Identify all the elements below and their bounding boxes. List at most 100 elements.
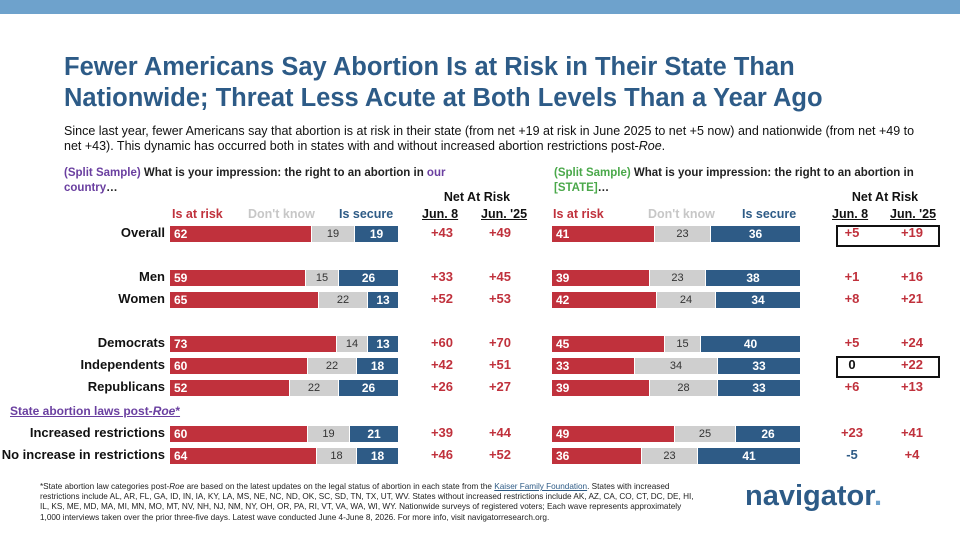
row-label: Independents [80, 357, 165, 372]
footnote-part-c: . States with increased restrictions inc… [40, 482, 694, 522]
right-net-value: +19 [900, 225, 924, 240]
left-bar-dont-know: 18 [316, 448, 357, 464]
highlight-box-independents [836, 356, 940, 378]
left-bar-dont-know: 14 [336, 336, 368, 352]
right-question-tag: (Split Sample) [554, 167, 631, 179]
right-net-header: Net At Risk [851, 190, 919, 204]
left-bar-at-risk: 62 [170, 226, 311, 242]
right-question-end: … [597, 182, 610, 194]
left-question-tag: (Split Sample) [64, 167, 141, 179]
right-col-risk: Is at risk [553, 207, 604, 221]
left-net-col-2: Jun. '25 [481, 207, 528, 221]
subtitle-text: Since last year, fewer Americans say tha… [64, 124, 915, 153]
left-net-value: +49 [488, 225, 512, 240]
right-bar-dont-know: 28 [649, 380, 718, 396]
right-bar-at-risk: 33 [552, 358, 634, 374]
footnote: *State abortion law categories post-Roe … [40, 482, 700, 523]
right-net-value: +23 [840, 425, 864, 440]
subtitle-roe: Roe [638, 139, 662, 153]
right-net-value: +13 [900, 379, 924, 394]
right-net-value: +22 [900, 357, 924, 372]
slide-subtitle: Since last year, fewer Americans say tha… [64, 124, 934, 154]
left-bar-secure: 13 [368, 292, 398, 308]
left-bar-dont-know: 19 [311, 226, 355, 242]
right-bar-at-risk: 39 [552, 270, 649, 286]
right-bar-dont-know: 23 [654, 226, 711, 242]
left-net-value: +44 [488, 425, 512, 440]
right-net-value: +24 [900, 335, 924, 350]
right-bar-secure: 36 [711, 226, 800, 242]
left-question: (Split Sample) What is your impression: … [64, 166, 484, 196]
right-bar-at-risk: 41 [552, 226, 654, 242]
right-net-value: +5 [844, 335, 860, 350]
left-net-value: +39 [430, 425, 454, 440]
footnote-kff-link[interactable]: Kaiser Family Foundation [494, 482, 588, 491]
left-bar-secure: 18 [357, 358, 398, 374]
left-bar-secure: 19 [355, 226, 398, 242]
row-label: Overall [120, 225, 165, 240]
section-label-roe: Roe [152, 404, 176, 418]
left-bar-at-risk: 64 [170, 448, 316, 464]
left-bar-secure: 26 [339, 380, 398, 396]
section-label-end: * [175, 404, 181, 418]
right-bar-secure: 40 [701, 336, 800, 352]
row-label: Increased restrictions [29, 425, 165, 440]
right-bar-dont-know: 15 [664, 336, 701, 352]
row-label: Women [118, 291, 165, 306]
right-col-secure: Is secure [742, 207, 797, 221]
left-question-highlight: our country [64, 167, 446, 194]
right-net-col-2: Jun. '25 [890, 207, 937, 221]
right-bar-secure: 34 [716, 292, 800, 308]
left-bar-dont-know: 22 [289, 380, 339, 396]
row-label: Men [139, 269, 165, 284]
slide-title: Fewer Americans Say Abortion Is at Risk … [64, 53, 823, 112]
right-col-dk: Don't know [648, 207, 715, 221]
left-bar-at-risk: 52 [170, 380, 289, 396]
footnote-part-b: are based on the latest updates on the l… [184, 482, 495, 491]
left-net-value: +27 [488, 379, 512, 394]
left-bar-secure: 13 [368, 336, 398, 352]
left-net-value: +60 [430, 335, 454, 350]
right-net-value: +21 [900, 291, 924, 306]
section-label-state-laws: State abortion laws post-Roe* [10, 404, 180, 418]
right-bar-secure: 38 [706, 270, 800, 286]
right-net-value: +41 [900, 425, 924, 440]
right-bar-dont-know: 23 [649, 270, 706, 286]
right-bar-dont-know: 23 [641, 448, 698, 464]
right-net-value: +5 [844, 225, 860, 240]
left-net-value: +42 [430, 357, 454, 372]
left-net-value: +51 [488, 357, 512, 372]
right-net-value: -5 [846, 447, 858, 462]
right-bar-at-risk: 45 [552, 336, 664, 352]
top-accent-bar [0, 0, 960, 14]
right-bar-secure: 41 [698, 448, 800, 464]
right-net-col-1: Jun. 8 [832, 207, 869, 221]
right-net-value: +6 [844, 379, 860, 394]
right-bar-secure: 33 [718, 380, 800, 396]
left-bar-at-risk: 60 [170, 426, 307, 442]
right-bar-dont-know: 34 [634, 358, 718, 374]
right-question: (Split Sample) What is your impression: … [554, 166, 934, 196]
right-net-value: 0 [848, 357, 856, 372]
left-bar-dont-know: 22 [307, 358, 357, 374]
highlight-box-overall [836, 225, 940, 247]
row-label: No increase in restrictions [1, 447, 165, 462]
left-bar-at-risk: 60 [170, 358, 307, 374]
left-question-end: … [106, 182, 118, 194]
left-net-value: +33 [430, 269, 454, 284]
subtitle-end: . [661, 139, 666, 153]
left-net-value: +70 [488, 335, 512, 350]
left-bar-secure: 18 [357, 448, 398, 464]
right-question-text: What is your impression: the right to an… [630, 167, 914, 179]
right-question-highlight: [STATE] [554, 182, 598, 194]
left-net-value: +26 [430, 379, 454, 394]
right-bar-dont-know: 25 [674, 426, 736, 442]
navigator-logo: navigator. [745, 480, 882, 513]
right-bar-dont-know: 24 [656, 292, 716, 308]
left-net-value: +45 [488, 269, 512, 284]
left-net-value: +46 [430, 447, 454, 462]
section-label-text: State abortion laws post- [10, 404, 153, 418]
right-net-value: +8 [844, 291, 860, 306]
left-net-value: +43 [430, 225, 454, 240]
left-net-value: +52 [488, 447, 512, 462]
